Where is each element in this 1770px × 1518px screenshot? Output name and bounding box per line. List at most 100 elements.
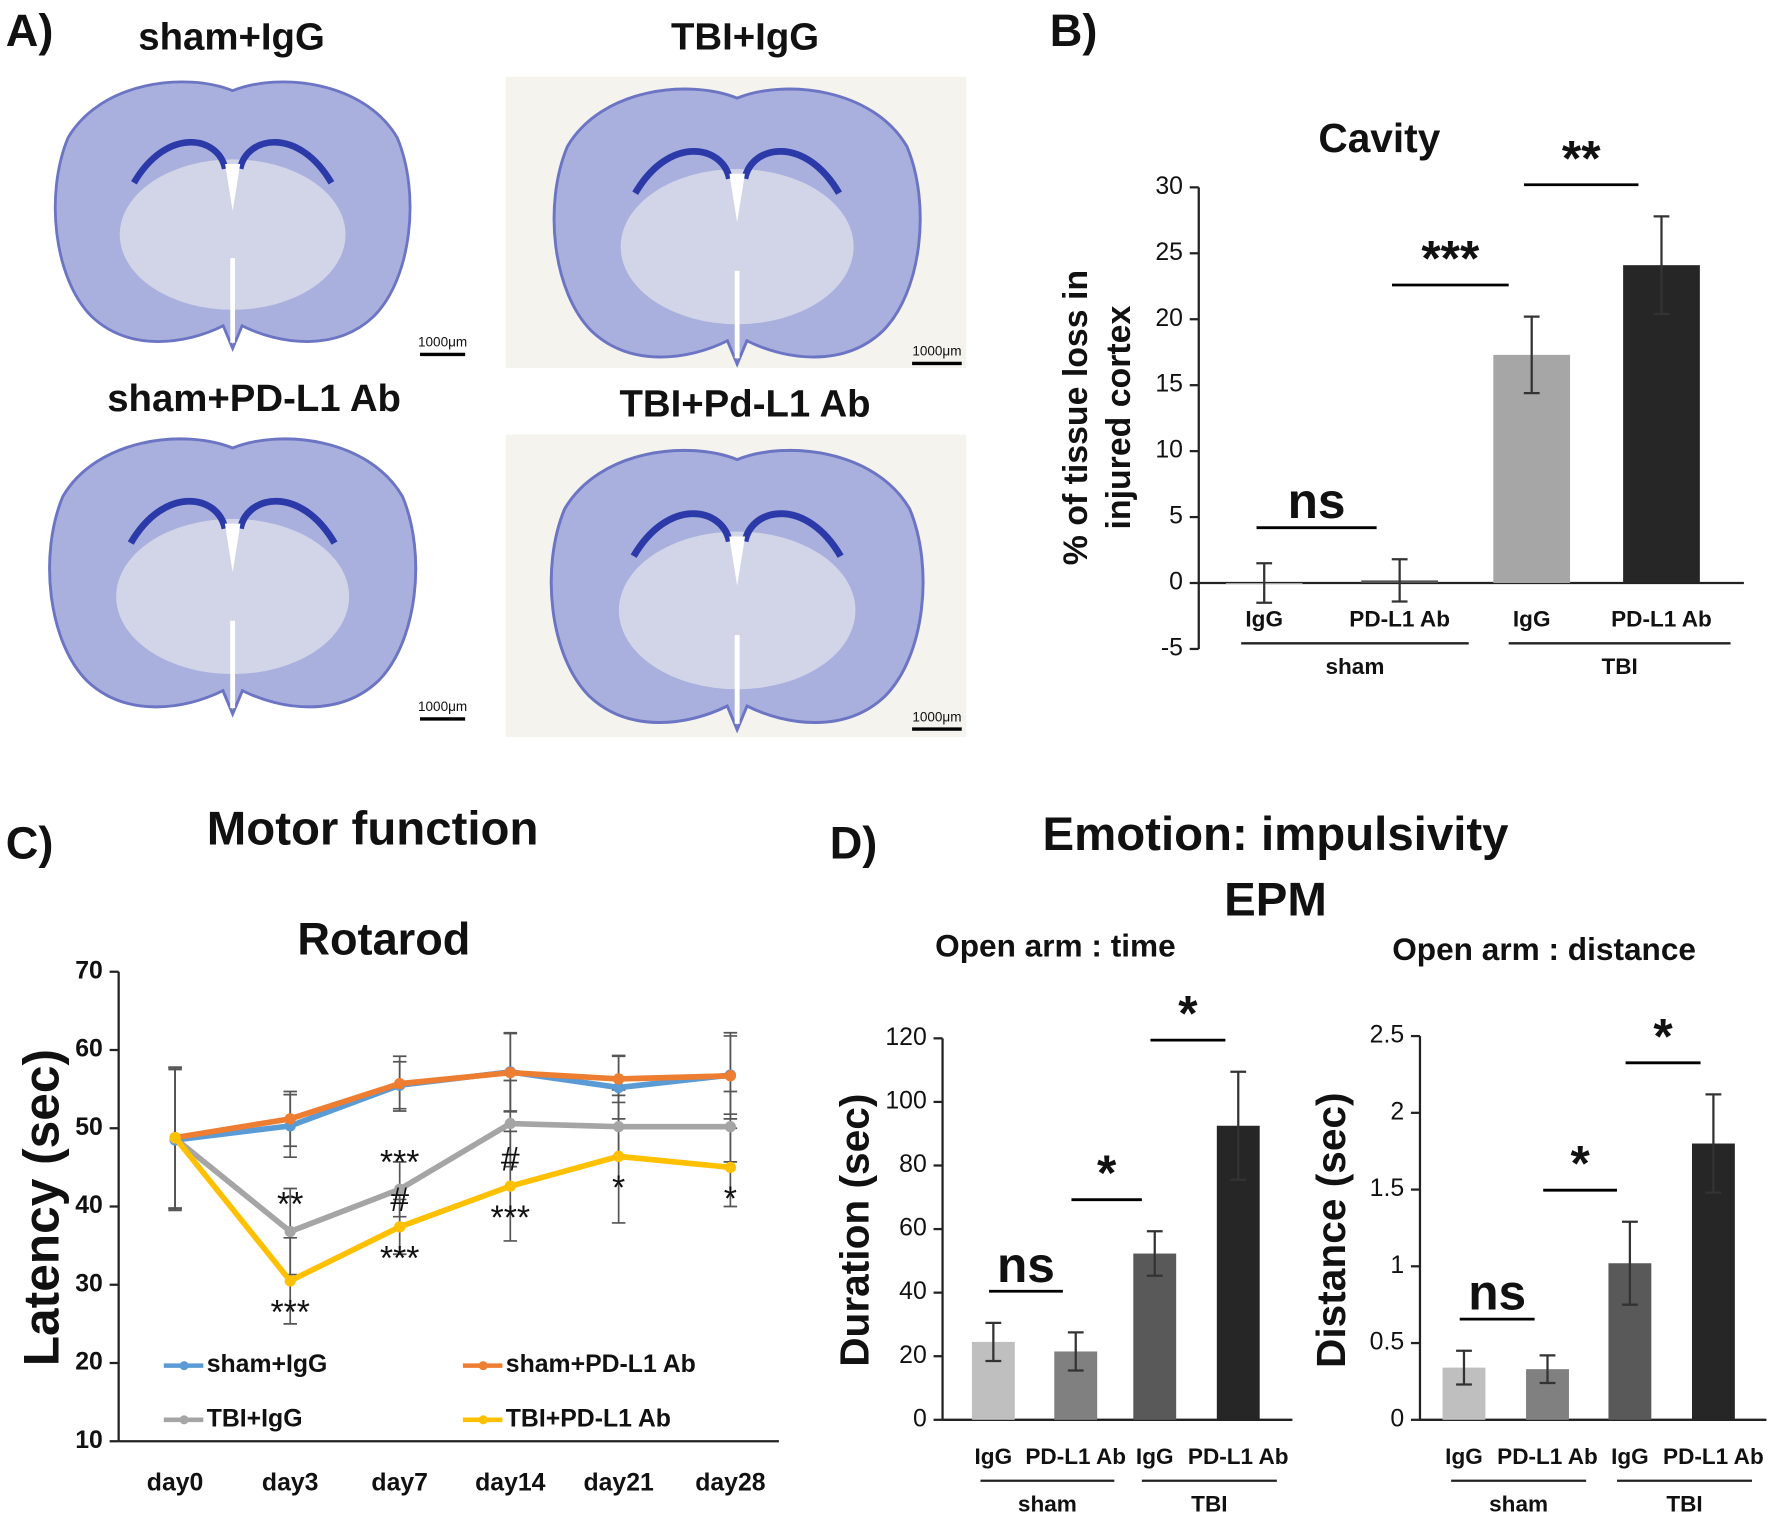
significance-label: *: [1178, 986, 1198, 1042]
y-tick-label: 0: [913, 1405, 927, 1432]
significance-label: ns: [1288, 473, 1346, 529]
group-label: TBI: [1666, 1492, 1702, 1517]
scale-label: 1000μm: [912, 344, 961, 359]
data-point: [284, 1225, 296, 1238]
x-tick-label: PD-L1 Ab: [1349, 607, 1450, 632]
y-tick-label: 0: [1390, 1405, 1404, 1432]
data-point: [394, 1078, 406, 1090]
panel-label: B): [1050, 5, 1098, 56]
data-point: [504, 1067, 516, 1079]
x-tick-label: PD-L1 Ab: [1611, 607, 1712, 632]
image-title: TBI+IgG: [671, 16, 819, 59]
x-tick-label: day28: [695, 1470, 766, 1497]
image-title: sham+IgG: [138, 16, 325, 59]
y-axis-label: % of tissue loss in: [1057, 270, 1095, 565]
significance-label: #: [390, 1181, 409, 1219]
group-label: sham: [1325, 654, 1384, 679]
brain-section: [554, 89, 920, 364]
significance-label: ***: [270, 1294, 310, 1332]
data-point: [613, 1073, 625, 1085]
data-point: [284, 1113, 296, 1125]
y-tick-label: 1.5: [1370, 1175, 1405, 1202]
y-axis-label: injured cortex: [1100, 306, 1138, 530]
significance-label: ns: [1468, 1265, 1526, 1321]
scale-label: 1000μm: [912, 709, 961, 724]
x-tick-label: day0: [147, 1470, 204, 1497]
group-label: sham: [1018, 1492, 1077, 1517]
significance-label: *: [724, 1180, 737, 1218]
data-point: [724, 1070, 737, 1082]
legend-label: TBI+PD-L1 Ab: [506, 1405, 671, 1432]
x-tick-label: day21: [583, 1470, 654, 1497]
x-tick-label: PD-L1 Ab: [1497, 1444, 1598, 1469]
series-line: [172, 1135, 731, 1285]
y-tick-label: 30: [75, 1270, 103, 1297]
brain-section: [551, 450, 923, 729]
y-tick-label: 0: [1169, 569, 1183, 596]
data-point: [724, 1161, 737, 1174]
series-line: [173, 1120, 731, 1235]
bar: [1623, 265, 1700, 584]
y-tick-label: 120: [885, 1024, 926, 1051]
data-point: [169, 1131, 181, 1144]
legend-swatch: [179, 1415, 189, 1425]
scale-label: 1000μm: [418, 699, 467, 714]
brain-section: [55, 82, 410, 349]
brain-section: [50, 439, 416, 714]
panel-label: D): [830, 817, 878, 868]
panel-subtitle: EPM: [1224, 873, 1327, 926]
error-bar: [1230, 1070, 1247, 1181]
x-tick-label: IgG: [975, 1444, 1013, 1469]
data-point: [394, 1221, 406, 1233]
y-tick-label: 20: [899, 1342, 927, 1369]
legend-label: TBI+IgG: [207, 1405, 303, 1432]
legend-label: sham+IgG: [207, 1351, 328, 1378]
y-tick-label: 100: [885, 1087, 926, 1114]
significance-label: *: [612, 1169, 625, 1207]
legend-swatch: [478, 1361, 488, 1371]
x-tick-label: PD-L1 Ab: [1663, 1444, 1764, 1469]
x-tick-label: IgG: [1611, 1444, 1649, 1469]
y-tick-label: 20: [75, 1349, 103, 1376]
data-point: [613, 1081, 625, 1094]
y-tick-label: 30: [1155, 173, 1183, 200]
significance-label: **: [277, 1186, 303, 1224]
y-tick-label: 80: [899, 1151, 927, 1178]
y-tick-label: 2: [1390, 1098, 1404, 1125]
y-tick-label: 10: [1155, 437, 1183, 464]
group-label: TBI: [1191, 1492, 1227, 1517]
series-line: [174, 1069, 731, 1141]
error-bar: [1621, 1220, 1638, 1306]
error-bar: [1067, 1331, 1084, 1372]
panel-title: Emotion: impulsivity: [1042, 808, 1509, 861]
x-tick-label: IgG: [1513, 607, 1551, 632]
error-bar: [1539, 1354, 1556, 1385]
y-tick-label: 10: [75, 1427, 103, 1454]
y-tick-label: 70: [75, 957, 103, 984]
significance-label: *: [1570, 1136, 1590, 1192]
x-tick-label: day7: [371, 1470, 428, 1497]
data-point: [504, 1180, 516, 1192]
scale-label: 1000μm: [418, 335, 467, 350]
y-tick-label: 5: [1169, 503, 1183, 530]
data-point: [284, 1275, 296, 1287]
data-point: [613, 1150, 625, 1163]
y-tick-label: 25: [1155, 239, 1183, 266]
chart-title: Open arm : distance: [1392, 931, 1696, 967]
significance-label: #: [501, 1140, 520, 1178]
significance-label: *: [1097, 1145, 1117, 1201]
significance-label: ***: [1421, 231, 1480, 287]
y-tick-label: 50: [75, 1114, 103, 1141]
group-label: TBI: [1601, 654, 1637, 679]
panel-title: Motor function: [207, 802, 539, 855]
y-axis-label: Latency (sec): [13, 1049, 69, 1366]
data-point: [504, 1117, 516, 1130]
y-tick-label: 60: [75, 1036, 103, 1063]
y-tick-label: 0.5: [1370, 1329, 1405, 1356]
y-tick-label: 40: [899, 1278, 927, 1305]
error-bar: [1653, 215, 1670, 316]
y-tick-label: -5: [1161, 635, 1183, 662]
x-tick-label: PD-L1 Ab: [1025, 1444, 1126, 1469]
